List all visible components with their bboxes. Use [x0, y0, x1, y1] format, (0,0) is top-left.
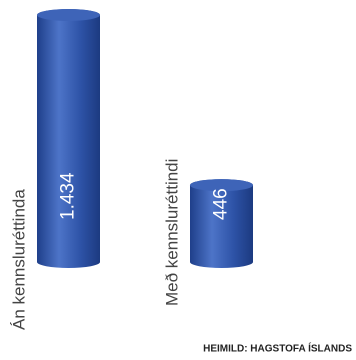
category-label: Með kennsluréttindi: [162, 159, 181, 306]
category-label: Án kennsluréttinda: [9, 189, 28, 330]
bar-top: [37, 9, 100, 21]
bar: [37, 9, 101, 268]
value-label: 446: [211, 188, 232, 220]
value-label: 1.434: [58, 172, 79, 220]
source: HEIMILD: HAGSTOFA ÍSLANDS: [203, 342, 352, 355]
bar: [190, 179, 253, 268]
bar-top: [190, 179, 253, 192]
